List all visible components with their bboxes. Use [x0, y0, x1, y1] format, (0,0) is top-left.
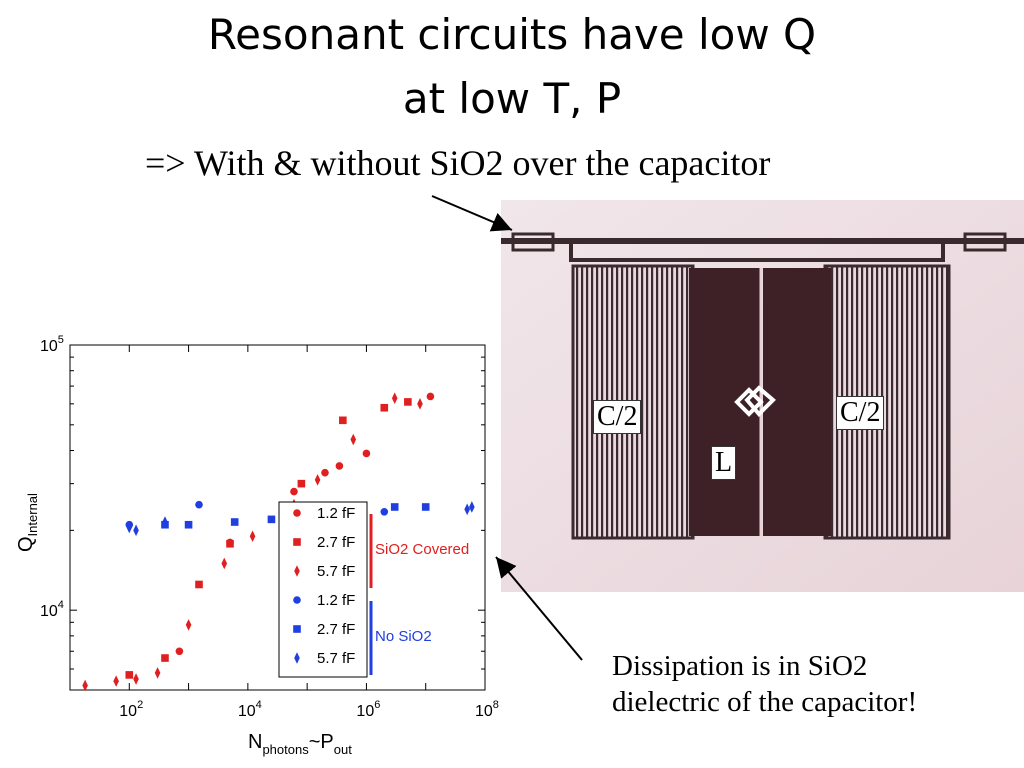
- legend-group-label: No SiO2: [375, 628, 432, 645]
- data-point: [421, 503, 430, 511]
- data-point: [290, 487, 298, 496]
- legend-entry: 1.2 fF: [317, 505, 355, 522]
- data-point: [249, 530, 256, 543]
- data-point: [267, 515, 276, 524]
- legend-marker: [293, 625, 301, 633]
- data-point: [230, 518, 239, 526]
- data-point: [362, 449, 371, 458]
- data-point: [426, 392, 435, 401]
- note-line1: Dissipation is in SiO2: [612, 650, 868, 682]
- data-point: [133, 524, 139, 537]
- legend-marker: [294, 652, 300, 664]
- data-point: [404, 398, 412, 406]
- data-point: [297, 479, 306, 488]
- legend-marker: [293, 509, 301, 517]
- data-point: [226, 539, 234, 548]
- data-point: [321, 468, 329, 477]
- x-tick-label: 108: [475, 699, 499, 720]
- legend-group-label: SiO2 Covered: [375, 541, 469, 558]
- data-point: [380, 507, 389, 516]
- data-point: [469, 501, 475, 513]
- x-tick-label: 104: [238, 699, 262, 720]
- capacitor-left-label: C/2: [593, 400, 642, 434]
- legend-entry: 2.7 fF: [317, 621, 355, 638]
- legend-box: [278, 501, 368, 678]
- legend-entry: 2.7 fF: [317, 534, 355, 551]
- capacitor-right-label: C/2: [836, 396, 885, 430]
- data-point: [335, 462, 344, 470]
- data-point: [390, 503, 399, 511]
- y-tick-label: 104: [40, 599, 64, 620]
- data-point: [314, 474, 321, 486]
- data-point: [162, 516, 168, 528]
- data-point: [417, 398, 423, 410]
- slide-subtitle: => With & without SiO2 over the capacito…: [145, 143, 771, 183]
- data-point: [464, 503, 470, 516]
- x-tick-label: 106: [356, 699, 380, 720]
- data-point: [113, 675, 119, 687]
- legend-entry: 5.7 fF: [317, 650, 355, 667]
- data-point: [175, 647, 184, 656]
- micrograph-drawing: [501, 200, 1024, 592]
- legend-marker: [293, 596, 301, 604]
- data-point: [391, 392, 398, 405]
- legend-entry: 5.7 fF: [317, 563, 355, 580]
- data-point: [185, 619, 192, 631]
- inductor-label: L: [711, 446, 737, 480]
- dissipation-note: Dissipation is in SiO2 dielectric of the…: [612, 648, 917, 720]
- data-point: [339, 416, 347, 425]
- y-tick-label: 105: [40, 334, 64, 355]
- plot-frame: [69, 344, 486, 691]
- note-line2: dielectric of the capacitor!: [612, 686, 918, 718]
- data-point: [133, 673, 139, 685]
- y-axis-label: QInternal: [15, 493, 40, 552]
- x-axis-label: Nphotons~Pout: [248, 731, 352, 757]
- data-point: [126, 521, 133, 534]
- circuit-micrograph: C/2 C/2 L: [501, 200, 1024, 592]
- legend-entry: 1.2 fF: [317, 592, 355, 609]
- q-vs-photons-chart: 102 104 106 108 104 105 Nphotons~Pout QInternal…: [15, 334, 499, 757]
- data-point: [195, 500, 203, 509]
- data-point: [350, 433, 357, 446]
- arrow-to-capacitor: [431, 195, 513, 232]
- legend-marker: [294, 565, 300, 577]
- data-point: [184, 520, 193, 529]
- slide-title-line2: at low T, P: [402, 74, 622, 123]
- data-point: [82, 679, 88, 692]
- x-tick-label: 102: [119, 699, 143, 720]
- data-point: [161, 654, 169, 662]
- data-point: [221, 557, 228, 570]
- arrow-to-data: [495, 556, 583, 661]
- legend-marker: [293, 538, 301, 546]
- data-point: [195, 580, 203, 589]
- data-point: [154, 667, 161, 679]
- data-point: [125, 671, 134, 679]
- data-point: [380, 403, 389, 412]
- slide-title-line1: Resonant circuits have low Q: [207, 10, 817, 59]
